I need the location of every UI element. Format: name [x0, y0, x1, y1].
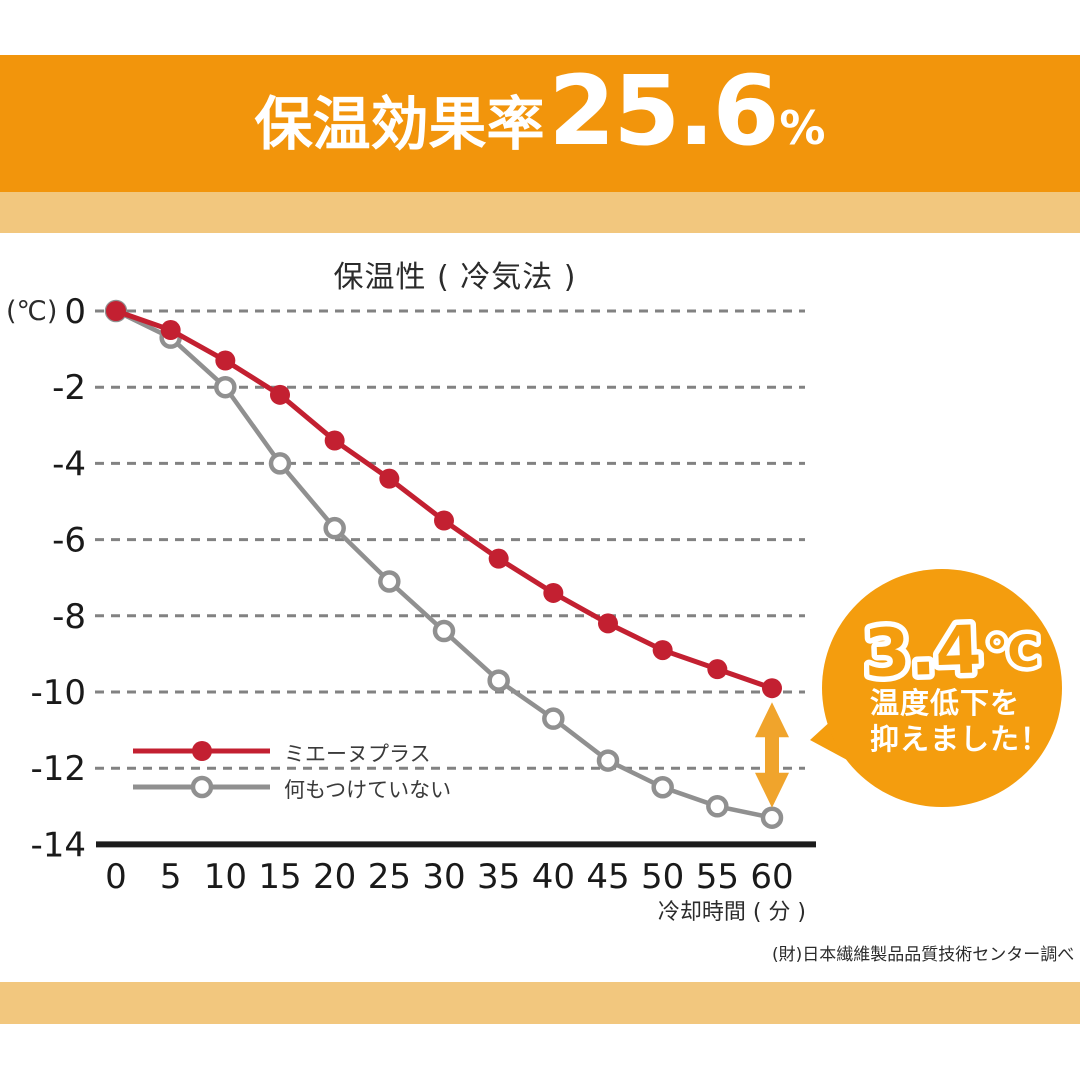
legend-swatch-marker: [190, 775, 214, 799]
page-title: 保温効果率 25.6 %: [0, 55, 1080, 192]
data-point-marker: [706, 795, 729, 818]
page-title-unit: %: [779, 101, 826, 155]
footer-light-orange-strip: [0, 982, 1080, 1024]
data-point-marker: [324, 430, 345, 451]
diff-annotation-badge: 3.4 ℃ 温度低下を 抑えました！: [822, 569, 1062, 807]
data-point-marker: [434, 510, 454, 531]
data-point-marker: [106, 301, 126, 321]
x-tick-label: 45: [586, 857, 629, 897]
data-point-marker: [760, 806, 784, 829]
y-tick-label: -10: [30, 673, 86, 713]
x-tick-label: 5: [160, 857, 182, 897]
diff-arrow: [755, 702, 789, 808]
page-title-value: 25.6: [548, 55, 780, 167]
annotation-line-1: 温度低下を: [870, 686, 1021, 720]
header-light-orange-strip: [0, 192, 1080, 233]
y-tick-label: -4: [52, 444, 86, 484]
data-point-marker: [487, 669, 510, 692]
diff-annotation-content: 3.4 ℃ 温度低下を 抑えました！: [864, 599, 1051, 757]
y-tick-label: -2: [52, 368, 86, 408]
data-point-marker: [596, 749, 620, 772]
x-tick-label: 55: [696, 857, 739, 897]
x-tick-label: 35: [477, 857, 520, 897]
legend-swatch-marker: [192, 741, 212, 761]
y-axis-unit-label: (℃): [6, 296, 58, 327]
x-tick-label: 15: [258, 857, 301, 897]
legend-label-nothing: 何もつけていない: [284, 778, 452, 802]
data-point-marker: [268, 452, 292, 475]
x-tick-label: 10: [204, 857, 247, 897]
diff-value-graphic: 3.4 ℃: [864, 606, 1045, 685]
x-tick-label: 60: [750, 857, 793, 897]
data-point-marker: [270, 384, 290, 405]
y-tick-label: -8: [52, 597, 86, 637]
x-axis-label: 冷却時間 ( 分 ): [657, 900, 806, 925]
x-tick-label: 20: [313, 857, 356, 897]
data-point-marker: [379, 468, 400, 489]
data-point-marker: [542, 707, 565, 730]
chart-title: 保温性 ( 冷気法 ): [333, 260, 577, 295]
data-point-marker: [651, 776, 674, 799]
header-orange-band: [0, 55, 1080, 192]
x-tick-label: 50: [641, 857, 684, 897]
x-tick-label: 0: [105, 857, 127, 897]
y-tick-label: -14: [30, 825, 86, 865]
y-tick-label: 0: [64, 292, 86, 332]
page-title-text: 保温効果率: [254, 90, 545, 158]
source-credit: (財)日本繊維製品品質技術センター調べ: [772, 945, 1075, 965]
data-point-marker: [323, 516, 346, 540]
data-point-marker: [215, 350, 236, 371]
diff-unit: ℃: [986, 626, 1041, 679]
data-point-marker: [762, 678, 782, 699]
annotation-line-2: 抑えました！: [870, 722, 1051, 756]
data-point-marker: [543, 582, 564, 603]
y-tick-label: -6: [52, 521, 86, 561]
diff-value: 3.4: [864, 611, 983, 685]
data-point-marker: [598, 613, 618, 634]
data-point-marker: [488, 548, 509, 569]
legend-label-mienu-plus: ミエーヌプラス: [284, 742, 431, 766]
data-point-marker: [160, 320, 181, 341]
x-tick-label: 30: [422, 857, 465, 897]
data-point-marker: [432, 619, 456, 643]
data-point-marker: [707, 659, 728, 680]
data-point-marker: [378, 570, 401, 593]
data-point-marker: [652, 640, 673, 661]
y-tick-label: -12: [30, 749, 86, 789]
x-tick-label: 40: [532, 857, 575, 897]
data-point-marker: [214, 375, 237, 399]
x-tick-label: 25: [368, 857, 411, 897]
